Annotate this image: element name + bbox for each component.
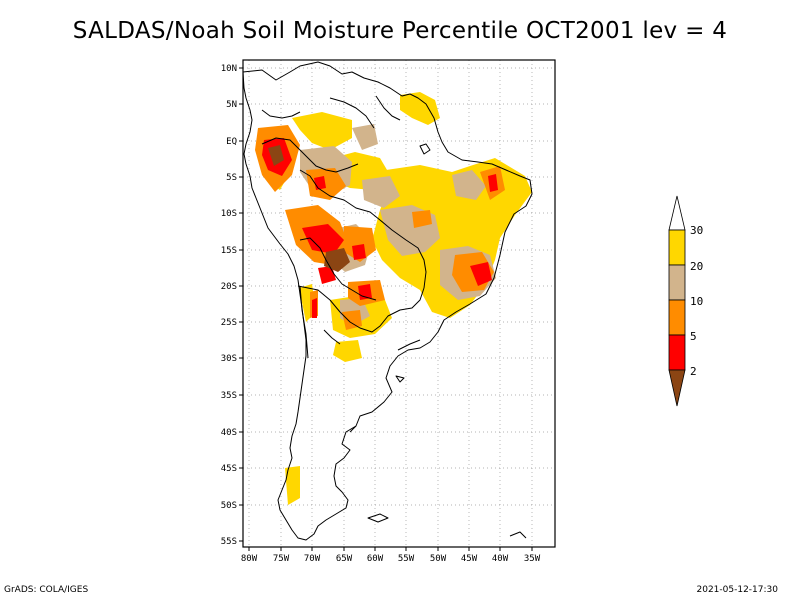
footer-timestamp: 2021-05-12-17:30 — [696, 585, 779, 595]
colorbar-swatch-2-5 — [668, 334, 686, 371]
lon-label: 75W — [273, 554, 290, 564]
lat-label: 50S — [221, 501, 237, 511]
lat-label: 45S — [221, 464, 237, 474]
shaded-field — [255, 92, 532, 505]
map-frame — [242, 59, 556, 548]
map-title: SALDAS/Noah Soil Moisture Percentile OCT… — [72, 18, 728, 44]
lat-label: 55S — [221, 537, 237, 547]
lat-label: 5S — [226, 173, 237, 183]
lat-label: 5N — [226, 100, 237, 110]
tick-marks — [239, 67, 533, 551]
lon-label: 35W — [524, 554, 541, 564]
colorbar-swatch-10-20 — [668, 264, 686, 301]
lon-label: 80W — [241, 554, 258, 564]
colorbar-legend — [668, 195, 686, 407]
lon-label: 55W — [398, 554, 415, 564]
lat-label: 10N — [221, 64, 237, 74]
colorbar-label: 20 — [690, 260, 703, 273]
footer-credit: GrADS: COLA/IGES — [4, 585, 89, 595]
lat-label: 10S — [221, 209, 237, 219]
lat-label: 40S — [221, 428, 237, 438]
lat-label: 20S — [221, 282, 237, 292]
lon-label: 60W — [367, 554, 384, 564]
lat-label: 35S — [221, 391, 237, 401]
lat-label: 15S — [221, 246, 237, 256]
lon-label: 45W — [461, 554, 478, 564]
lat-label: EQ — [226, 137, 237, 147]
lat-label: 30S — [221, 354, 237, 364]
coastline — [243, 61, 533, 541]
colorbar-bottom-arrow — [668, 369, 686, 407]
lat-label: 25S — [221, 318, 237, 328]
lon-label: 40W — [492, 554, 509, 564]
colorbar-label: 10 — [690, 295, 703, 308]
colorbar-top-arrow — [668, 195, 686, 231]
lon-label: 70W — [304, 554, 321, 564]
colorbar-label: 2 — [690, 365, 697, 378]
lon-label: 65W — [336, 554, 353, 564]
colorbar-label: 5 — [690, 330, 697, 343]
colorbar-label: 30 — [690, 224, 703, 237]
colorbar-swatch-20-30 — [668, 229, 686, 266]
lon-label: 50W — [430, 554, 447, 564]
colorbar-swatch-5-10 — [668, 299, 686, 336]
